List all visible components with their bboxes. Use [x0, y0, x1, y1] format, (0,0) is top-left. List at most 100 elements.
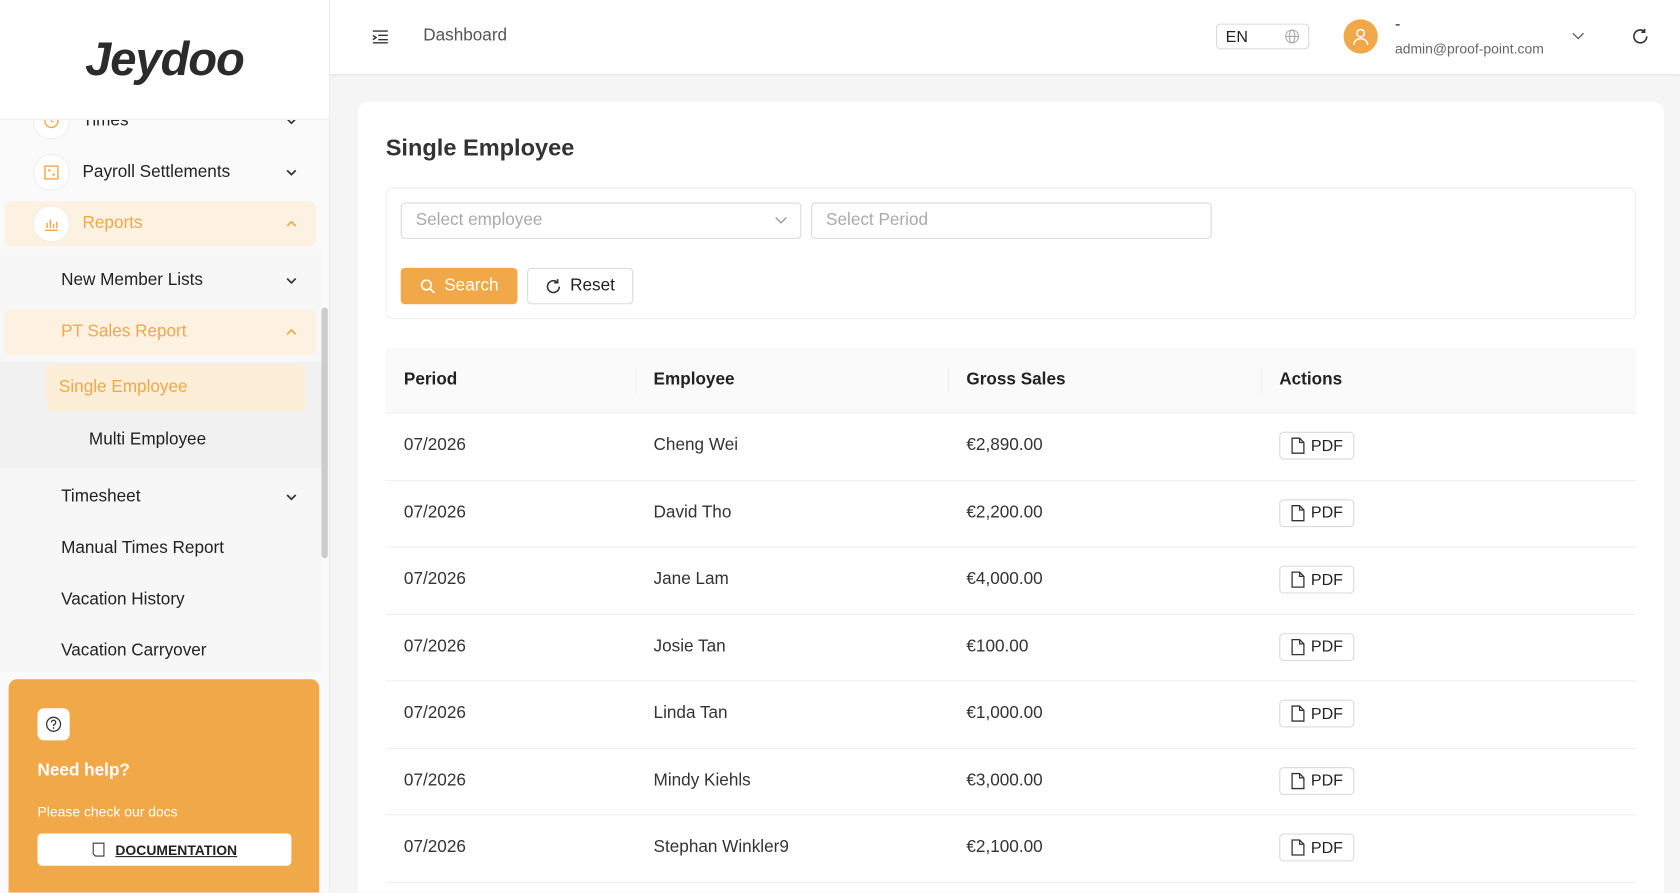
doc-icon	[92, 842, 105, 857]
help-title: Need help?	[37, 761, 130, 780]
row-divider	[385, 747, 1637, 749]
table-cell: 07/2026	[403, 503, 466, 522]
reset-icon	[546, 278, 561, 293]
nav-icon	[33, 154, 70, 191]
file-icon	[1290, 504, 1305, 521]
nav-label: Vacation Carryover	[61, 641, 207, 660]
nav-item[interactable]: Multi Employee	[4, 418, 316, 463]
breadcrumb[interactable]: Dashboard	[423, 26, 508, 45]
header: Dashboard EN - admin@proof-point.com	[329, 0, 1680, 74]
pdf-button[interactable]: PDF	[1279, 431, 1355, 460]
table-cell: €4,000.00	[966, 569, 1043, 589]
row-divider	[385, 479, 1637, 481]
nav-icon	[33, 205, 70, 243]
language-select[interactable]: EN	[1216, 23, 1310, 50]
nav-label: Payroll Settlements	[82, 162, 231, 182]
payroll-icon	[44, 165, 59, 180]
table-cell: David Tho	[653, 503, 732, 522]
globe-icon	[1285, 29, 1300, 44]
pdf-button[interactable]: PDF	[1279, 766, 1355, 795]
search-button[interactable]: Search	[400, 267, 518, 305]
pdf-button[interactable]: PDF	[1279, 833, 1355, 862]
nav-label: Multi Employee	[88, 430, 207, 449]
table-cell: Stephan Winkler9	[653, 837, 789, 857]
help-icon	[37, 708, 70, 741]
row-divider	[385, 680, 1637, 682]
pdf-button[interactable]: PDF	[1279, 498, 1355, 527]
nav-item-selected[interactable]: Single Employee	[46, 364, 306, 412]
nav-label: Manual Times Report	[61, 538, 224, 558]
table-cell: €2,890.00	[966, 436, 1043, 455]
pdf-button[interactable]: PDF	[1279, 565, 1355, 594]
table-cell: 07/2026	[403, 436, 466, 455]
button-label: PDF	[1310, 637, 1343, 656]
nav-label: New Member Lists	[61, 271, 204, 290]
table-cell: 07/2026	[403, 636, 466, 656]
nav-item[interactable]: Vacation History	[4, 577, 316, 622]
file-icon	[1290, 839, 1305, 856]
menu-toggle[interactable]	[372, 30, 389, 44]
file-icon	[1290, 571, 1305, 588]
user-menu-chevron[interactable]	[1572, 32, 1585, 41]
button-label: PDF	[1310, 503, 1343, 522]
chevron	[286, 277, 297, 284]
button-label: Reset	[570, 276, 615, 295]
chevron	[286, 220, 297, 227]
help-box: Need help? Please check our docs DOCUMEN…	[8, 679, 320, 893]
column-header: Employee	[653, 370, 735, 389]
nav-label: Timesheet	[61, 487, 141, 506]
nav-label: Vacation History	[61, 590, 185, 609]
table-cell: 07/2026	[403, 569, 466, 589]
help-text: Please check our docs	[37, 803, 178, 820]
table-cell: €3,000.00	[966, 770, 1043, 790]
logo-area: Jeydoo	[0, 0, 329, 120]
documentation-button[interactable]: DOCUMENTATION	[37, 833, 292, 866]
user-name: -	[1394, 14, 1401, 34]
column-divider	[635, 367, 637, 394]
column-divider	[948, 367, 950, 394]
table-cell: 07/2026	[403, 837, 466, 857]
filter-panel: Select employee Select Period Search Res…	[385, 187, 1637, 320]
table-header	[385, 348, 1637, 414]
employee-select[interactable]: Select employee	[400, 202, 802, 239]
placeholder: Select Period	[826, 211, 929, 230]
reset-button[interactable]: Reset	[527, 267, 634, 305]
language-label: EN	[1225, 27, 1249, 46]
user-email: admin@proof-point.com	[1394, 40, 1544, 57]
logo[interactable]: Jeydoo	[85, 32, 245, 86]
nav-item-active[interactable]: Reports	[4, 201, 317, 247]
table-cell: €1,000.00	[966, 703, 1043, 723]
table-cell: Jane Lam	[653, 569, 729, 589]
pdf-button[interactable]: PDF	[1279, 632, 1355, 661]
file-icon	[1290, 437, 1305, 454]
chevron	[286, 118, 297, 125]
nav-item[interactable]: Manual Times Report	[4, 526, 316, 571]
table-cell: Cheng Wei	[653, 436, 739, 455]
refresh-button[interactable]	[1632, 28, 1649, 45]
nav-item[interactable]: Vacation Carryover	[4, 629, 316, 674]
nav-label: Single Employee	[58, 378, 188, 397]
period-picker[interactable]: Select Period	[811, 202, 1212, 239]
file-icon	[1290, 705, 1305, 722]
chevron	[286, 328, 297, 335]
page-title: Single Employee	[385, 133, 575, 161]
table-cell: €2,100.00	[966, 837, 1043, 857]
nav-item[interactable]: Payroll Settlements	[4, 150, 316, 195]
row-divider	[385, 814, 1637, 816]
avatar[interactable]	[1343, 19, 1378, 54]
nav-item[interactable]: Timesheet	[4, 475, 316, 520]
chevron	[286, 169, 297, 176]
button-label: PDF	[1310, 570, 1343, 589]
button-label: PDF	[1310, 704, 1343, 723]
column-divider	[1261, 367, 1263, 394]
table-cell: 07/2026	[403, 703, 466, 723]
table-cell: Josie Tan	[653, 636, 726, 656]
pdf-button[interactable]: PDF	[1279, 699, 1355, 728]
nav-item[interactable]: New Member Lists	[4, 258, 316, 303]
button-label: PDF	[1310, 436, 1343, 455]
column-header: Actions	[1279, 370, 1343, 389]
question-icon	[45, 716, 62, 732]
table-cell: Linda Tan	[653, 703, 728, 723]
nav-item-active[interactable]: PT Sales Report	[4, 309, 317, 355]
